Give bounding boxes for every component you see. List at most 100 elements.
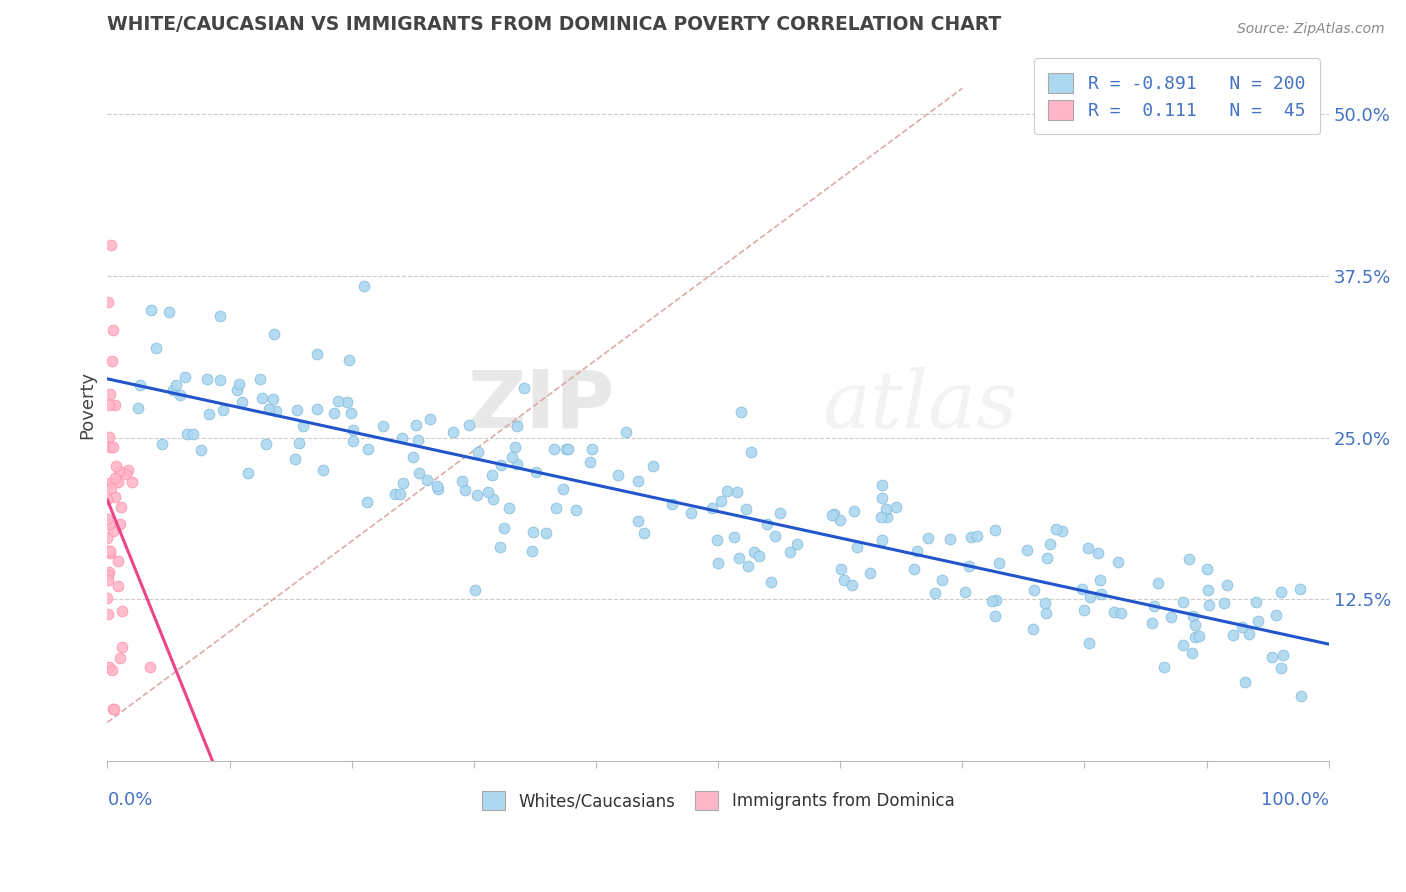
Point (96, 491, 118, 506)
Point (1261, 649, 1284, 664)
Point (581, 442, 603, 457)
Point (416, 473, 439, 487)
Point (579, 455, 602, 469)
Point (481, 468, 503, 483)
Point (681, 506, 703, 520)
Point (373, 418, 395, 433)
Point (292, 418, 315, 433)
Point (1178, 551, 1201, 566)
Point (830, 562, 852, 576)
Point (162, 383, 184, 397)
Point (225, 384, 247, 398)
Point (103, 441, 125, 455)
Point (534, 525, 557, 540)
Point (494, 521, 516, 535)
Point (426, 479, 449, 493)
Point (97, 567, 120, 582)
Point (138, 660, 160, 674)
Point (700, 501, 723, 516)
Point (1039, 537, 1062, 551)
Point (842, 504, 865, 518)
Text: 0.0%: 0.0% (107, 791, 153, 809)
Point (97, 607, 120, 621)
Point (823, 508, 845, 522)
Point (101, 322, 124, 336)
Point (98, 440, 121, 454)
Point (96, 531, 118, 545)
Point (458, 418, 481, 433)
Point (763, 529, 786, 543)
Point (1216, 578, 1239, 592)
Point (165, 378, 187, 392)
Point (957, 558, 980, 573)
Point (1090, 587, 1112, 601)
Point (983, 523, 1005, 537)
Text: atlas: atlas (823, 367, 1018, 444)
Point (97, 517, 120, 532)
Point (266, 404, 288, 418)
Point (322, 405, 344, 419)
Point (1197, 582, 1219, 597)
Point (557, 442, 579, 457)
Point (263, 327, 285, 342)
Point (551, 482, 574, 496)
Point (103, 702, 125, 716)
Point (1233, 674, 1256, 689)
Point (100, 238, 122, 252)
Point (707, 557, 730, 571)
Point (759, 575, 782, 590)
Point (986, 593, 1008, 607)
Point (169, 387, 191, 401)
Point (389, 487, 412, 501)
Point (121, 475, 143, 489)
Point (198, 407, 221, 421)
Point (1272, 648, 1295, 662)
Point (503, 440, 526, 454)
Point (100, 481, 122, 495)
Point (506, 419, 529, 434)
Point (1244, 595, 1267, 609)
Point (661, 497, 683, 511)
Point (357, 442, 380, 457)
Point (356, 495, 378, 509)
Point (1140, 615, 1163, 630)
Point (263, 392, 285, 406)
Point (408, 433, 430, 447)
Point (1035, 550, 1057, 565)
Y-axis label: Poverty: Poverty (79, 371, 96, 440)
Text: WHITE/CAUCASIAN VS IMMIGRANTS FROM DOMINICA POVERTY CORRELATION CHART: WHITE/CAUCASIAN VS IMMIGRANTS FROM DOMIN… (107, 15, 1001, 34)
Point (150, 437, 173, 451)
Point (520, 544, 543, 558)
Point (392, 476, 415, 491)
Point (1147, 575, 1170, 590)
Point (100, 663, 122, 677)
Point (723, 530, 745, 544)
Point (1184, 630, 1206, 644)
Point (821, 508, 844, 523)
Point (1171, 639, 1194, 653)
Point (107, 464, 129, 478)
Point (96, 591, 118, 606)
Point (1071, 582, 1094, 597)
Point (97, 430, 120, 444)
Point (1289, 690, 1312, 704)
Point (1111, 606, 1133, 620)
Point (779, 545, 801, 559)
Point (1033, 596, 1056, 610)
Point (627, 514, 650, 528)
Point (1035, 606, 1057, 620)
Point (984, 609, 1007, 624)
Point (1182, 609, 1205, 624)
Point (141, 302, 163, 317)
Text: ZIP: ZIP (467, 367, 614, 444)
Point (208, 373, 231, 387)
Point (1222, 628, 1244, 642)
Point (872, 491, 894, 505)
Point (97, 565, 120, 579)
Point (111, 604, 134, 618)
Point (98, 387, 121, 401)
Point (884, 500, 907, 514)
Point (342, 434, 364, 448)
Point (1213, 596, 1236, 610)
Point (1077, 541, 1099, 555)
